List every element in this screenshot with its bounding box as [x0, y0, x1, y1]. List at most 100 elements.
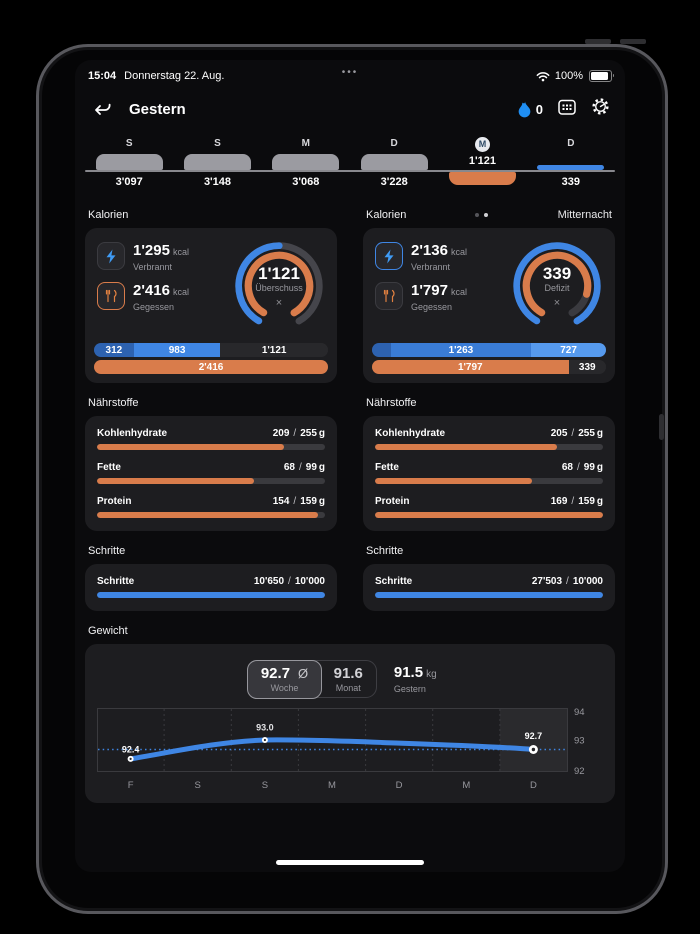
selected-day-badge: M — [474, 137, 490, 152]
back-button[interactable] — [90, 98, 114, 120]
week-day-5[interactable]: D 339 — [527, 137, 615, 195]
week-day-3[interactable]: D 3'228 — [350, 137, 438, 195]
day-bar — [360, 154, 428, 170]
calendar-icon — [558, 99, 576, 115]
week-day-1[interactable]: S 3'148 — [173, 137, 261, 195]
week-day-4-selected[interactable]: M 1'121 — [438, 137, 526, 195]
close-icon[interactable]: × — [553, 297, 561, 309]
progress-fill — [97, 444, 284, 450]
progress-fill — [375, 478, 533, 484]
section-title-steps: Schritte — [88, 545, 126, 557]
side-button — [659, 414, 664, 440]
month-average-segment[interactable]: 91.6 Monat — [321, 661, 376, 697]
day-value: 3'148 — [203, 176, 232, 188]
week-day-2[interactable]: M 3'068 — [262, 137, 350, 195]
weight-card: 92.7 Ø Woche 91.6 Monat 91.5 kg Gestern — [85, 644, 615, 803]
calories-card-left: 1'295 kcal Verbrannt — [85, 228, 337, 383]
clock: 15:04 — [88, 70, 117, 82]
week-selector: S 3'097 S 3'148 M 3'068 D 3'228 — [85, 137, 615, 195]
bar-segment: 1'121 — [220, 343, 328, 357]
volume-button — [620, 39, 646, 44]
nutrients-card-right: Kohlenhydrate 205/255 g Fette 68/99 g — [363, 416, 615, 531]
nutrient-label: Protein — [375, 496, 410, 507]
progress-fill — [97, 592, 325, 598]
eaten-stat: 2'416 kcal Gegessen — [97, 282, 227, 312]
wifi-icon — [536, 71, 550, 81]
multitask-menu-icon[interactable]: ••• — [341, 67, 359, 78]
screen: 15:04 Donnerstag 22. Aug. ••• 100% — [75, 60, 625, 872]
fork-knife-icon — [97, 282, 125, 310]
eaten-stat: 1'797 kcal Gegessen — [375, 282, 505, 312]
yesterday-weight-value: 91.5 — [393, 664, 424, 681]
yesterday-weight: 91.5 kg Gestern — [393, 664, 437, 695]
bar-segment — [372, 343, 391, 357]
day-label: M — [301, 138, 310, 149]
nutrient-row: Kohlenhydrate 205/255 g — [375, 428, 603, 450]
bar-segment: 2'416 — [94, 360, 328, 374]
bar-segment: 1'263 — [390, 343, 532, 357]
yesterday-label: Gestern — [393, 684, 426, 694]
gauge-value: 339 — [542, 264, 572, 283]
eaten-label: Gegessen — [411, 302, 453, 312]
streak-button[interactable]: 0 — [518, 101, 543, 118]
nutrient-label: Fette — [97, 462, 121, 473]
progress-fill — [375, 444, 558, 450]
day-label: D — [567, 138, 575, 149]
day-label: D — [390, 138, 398, 149]
x-tick: S — [262, 780, 268, 791]
weight-chart: 92.4 93.0 92.7 94 93 92 F S S M D — [97, 708, 603, 794]
bar-segment: 339 — [568, 360, 606, 374]
eaten-value: 2'416 — [133, 282, 170, 299]
progress-fill — [375, 512, 603, 518]
nutrient-row: Fette 68/99 g — [375, 462, 603, 484]
x-tick: M — [462, 780, 470, 791]
lightning-icon — [97, 242, 125, 270]
burned-stat: 2'136 kcal Verbrannt — [375, 242, 505, 272]
gear-icon — [592, 98, 609, 115]
steps-label: Schritte — [97, 576, 135, 587]
nutrient-label: Kohlenhydrate — [97, 428, 168, 439]
column-left: Kalorien 1'295 kcal Verbrannt — [85, 195, 337, 611]
calendar-button[interactable] — [558, 99, 576, 120]
page-dots[interactable] — [475, 213, 489, 217]
day-value: 3'097 — [115, 176, 143, 188]
battery-icon — [589, 70, 614, 82]
nutrient-label: Protein — [97, 496, 132, 507]
progress-fill — [375, 592, 603, 598]
y-tick: 92 — [574, 766, 585, 777]
back-arrow-icon — [94, 103, 110, 115]
status-bar: 15:04 Donnerstag 22. Aug. ••• 100% — [75, 60, 625, 87]
calorie-gauge: 339 Defizit × — [509, 238, 605, 334]
home-indicator[interactable] — [276, 860, 424, 865]
progress-fill — [97, 512, 319, 518]
x-tick: S — [195, 780, 201, 791]
app-header: Gestern 0 — [75, 87, 625, 125]
streak-count: 0 — [535, 101, 543, 117]
calorie-gauge: 1'121 Überschuss × — [231, 238, 327, 334]
settings-button[interactable] — [591, 97, 610, 121]
nutrients-card-left: Kohlenhydrate 209/255 g Fette 68/99 g — [85, 416, 337, 531]
progress-fill — [97, 478, 255, 484]
y-tick: 93 — [574, 736, 585, 747]
day-label: S — [125, 138, 133, 149]
burned-value: 2'136 — [411, 242, 448, 259]
calorie-bars: 312 983 1'121 2'416 — [94, 343, 328, 374]
weight-unit: kg — [426, 669, 437, 680]
midnight-label: Mitternacht — [557, 209, 612, 221]
column-right: Kalorien Mitternacht 2'136 kcal — [363, 195, 615, 611]
weight-range-control: 92.7 Ø Woche 91.6 Monat — [246, 659, 377, 699]
week-day-0[interactable]: S 3'097 — [85, 137, 173, 195]
day-value: 3'228 — [380, 176, 408, 188]
gauge-label: Defizit — [544, 283, 570, 293]
burned-value: 1'295 — [133, 242, 170, 259]
week-average-segment[interactable]: 92.7 Ø Woche — [246, 659, 323, 699]
section-title-calories: Kalorien — [366, 209, 407, 221]
calories-card-right: 2'136 kcal Verbrannt — [363, 228, 615, 383]
close-icon[interactable]: × — [275, 297, 283, 309]
day-bar — [183, 154, 252, 170]
day-label: S — [214, 138, 221, 149]
nutrient-row: Fette 68/99 g — [97, 462, 325, 484]
eaten-value: 1'797 — [411, 282, 448, 299]
section-title-steps: Schritte — [366, 545, 404, 557]
